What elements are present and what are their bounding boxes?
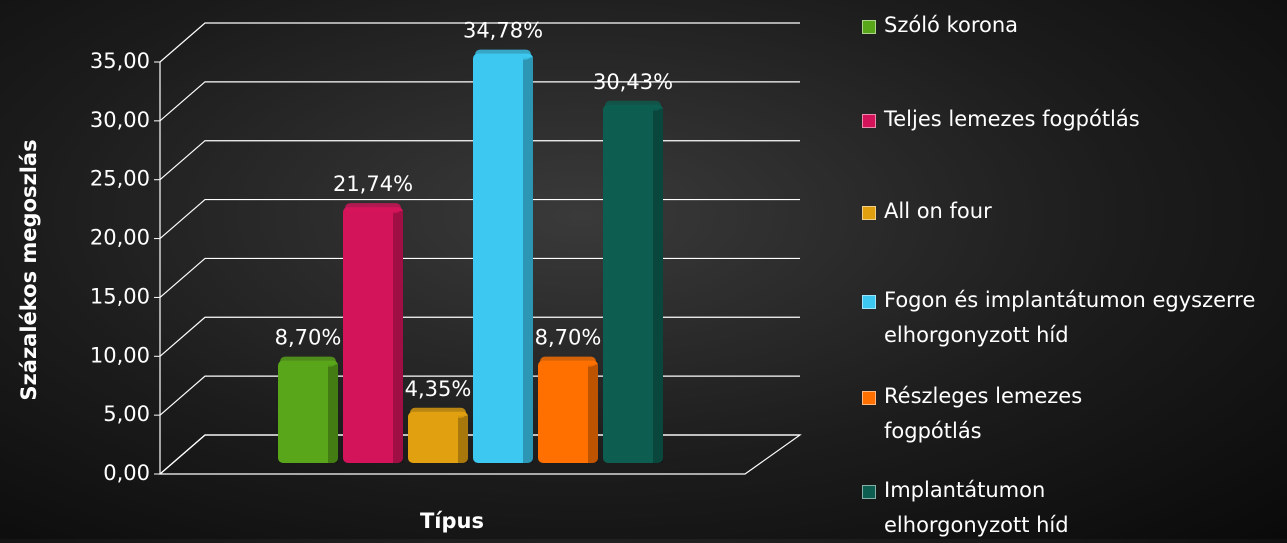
legend-swatch: [862, 20, 876, 34]
y-tick-label: 15,00: [90, 284, 150, 308]
bar-shade: [523, 57, 533, 463]
bar-shade: [393, 211, 403, 463]
legend-entry: Teljes lemezes fogpótlás: [862, 102, 1262, 137]
legend-entry: All on four: [862, 194, 1262, 229]
legend-swatch: [862, 485, 876, 499]
legend-entry: Implantátumon elhorgonyzott híd: [862, 473, 1142, 543]
value-label: 8,70%: [535, 326, 602, 350]
legend-label: Fogon és implantátumon egyszerre elhorgo…: [884, 288, 1256, 347]
grid-line: [159, 257, 800, 298]
legend-entry: Fogon és implantátumon egyszerre elhorgo…: [862, 283, 1287, 353]
grid-line: [159, 22, 800, 63]
y-tick-label: 35,00: [90, 49, 150, 73]
bar: [408, 411, 468, 463]
value-label: 8,70%: [275, 326, 342, 350]
legend-entry: Szóló korona: [862, 8, 1262, 43]
y-tick-label: 5,00: [103, 402, 150, 426]
legend-label: All on four: [884, 199, 992, 223]
value-label: 4,35%: [405, 377, 472, 401]
bar-cap: [345, 203, 401, 214]
bar-cap: [475, 49, 531, 60]
legend-swatch: [862, 391, 876, 405]
y-tick-label: 0,00: [103, 461, 150, 485]
legend-entry: Részleges lemezes fogpótlás: [862, 379, 1162, 449]
bar: [538, 360, 598, 463]
y-tick-label: 25,00: [90, 167, 150, 191]
grid-line: [159, 375, 800, 416]
bar-shade: [328, 364, 338, 463]
grid-line: [159, 198, 800, 240]
legend-label: Teljes lemezes fogpótlás: [884, 107, 1140, 131]
legend-label: Szóló korona: [884, 13, 1019, 37]
grid-line: [159, 316, 800, 357]
legend-label: Részleges lemezes fogpótlás: [884, 384, 1083, 443]
bar-shade: [653, 108, 663, 464]
bar: [343, 207, 403, 463]
bar: [278, 360, 338, 463]
grid-line: [159, 140, 800, 181]
y-tick-label: 30,00: [90, 108, 150, 132]
bar-cap: [540, 356, 596, 367]
value-label: 21,74%: [333, 172, 413, 196]
bar-cap: [605, 100, 661, 111]
value-label: 30,43%: [593, 70, 673, 94]
legend-swatch: [862, 114, 876, 128]
bar: [473, 53, 533, 463]
x-axis-title: Típus: [420, 509, 484, 533]
value-label: 34,78%: [463, 19, 543, 43]
bar: [603, 104, 663, 464]
y-axis-title: Százalékos megoszlás: [17, 139, 41, 400]
bar-shade: [588, 364, 598, 463]
legend-label: Implantátumon elhorgonyzott híd: [884, 478, 1069, 537]
grid-line: [159, 434, 800, 475]
bar-shade: [458, 415, 468, 463]
legend-swatch: [862, 295, 876, 309]
y-tick-label: 20,00: [90, 226, 150, 250]
bar-cap: [280, 356, 336, 367]
legend-swatch: [862, 206, 876, 220]
y-tick-label: 10,00: [90, 343, 150, 367]
grid-line: [159, 81, 800, 122]
bar-cap: [410, 407, 466, 418]
